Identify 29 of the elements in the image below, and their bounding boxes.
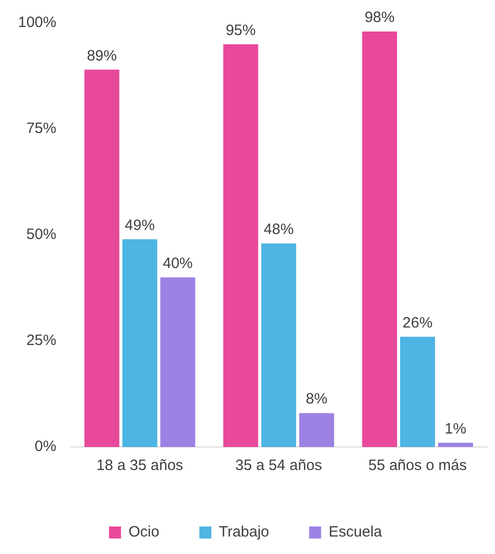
bar [438,442,473,447]
x-tick-label: 55 años o más [368,457,467,474]
y-tick-label: 100% [18,14,56,32]
y-tick-label: 50% [26,226,56,244]
y-tick-label: 0% [34,438,56,456]
data-label: 26% [402,314,433,332]
data-label: 89% [86,47,117,64]
data-label: 1% [444,420,466,438]
bar [362,31,398,447]
legend-label: Trabajo [218,524,270,541]
bar [160,277,196,447]
bar [122,239,158,447]
y-tick-label: 75% [26,120,56,138]
bar [223,44,258,447]
bar [299,413,334,447]
data-label: 95% [226,22,256,39]
data-label: 40% [162,255,193,272]
data-label: 49% [124,216,155,234]
bar [84,70,120,447]
bar [261,243,296,447]
legend-label: Ocio [128,524,160,541]
data-label: 98% [364,9,395,26]
data-label: 48% [264,221,294,238]
data-label: 8% [306,390,328,408]
x-tick-label: 35 a 54 años [235,457,322,474]
legend-label: Escuela [328,524,383,541]
bar [400,336,436,447]
x-tick-label: 18 a 35 años [96,457,184,474]
y-tick-label: 25% [26,332,56,350]
